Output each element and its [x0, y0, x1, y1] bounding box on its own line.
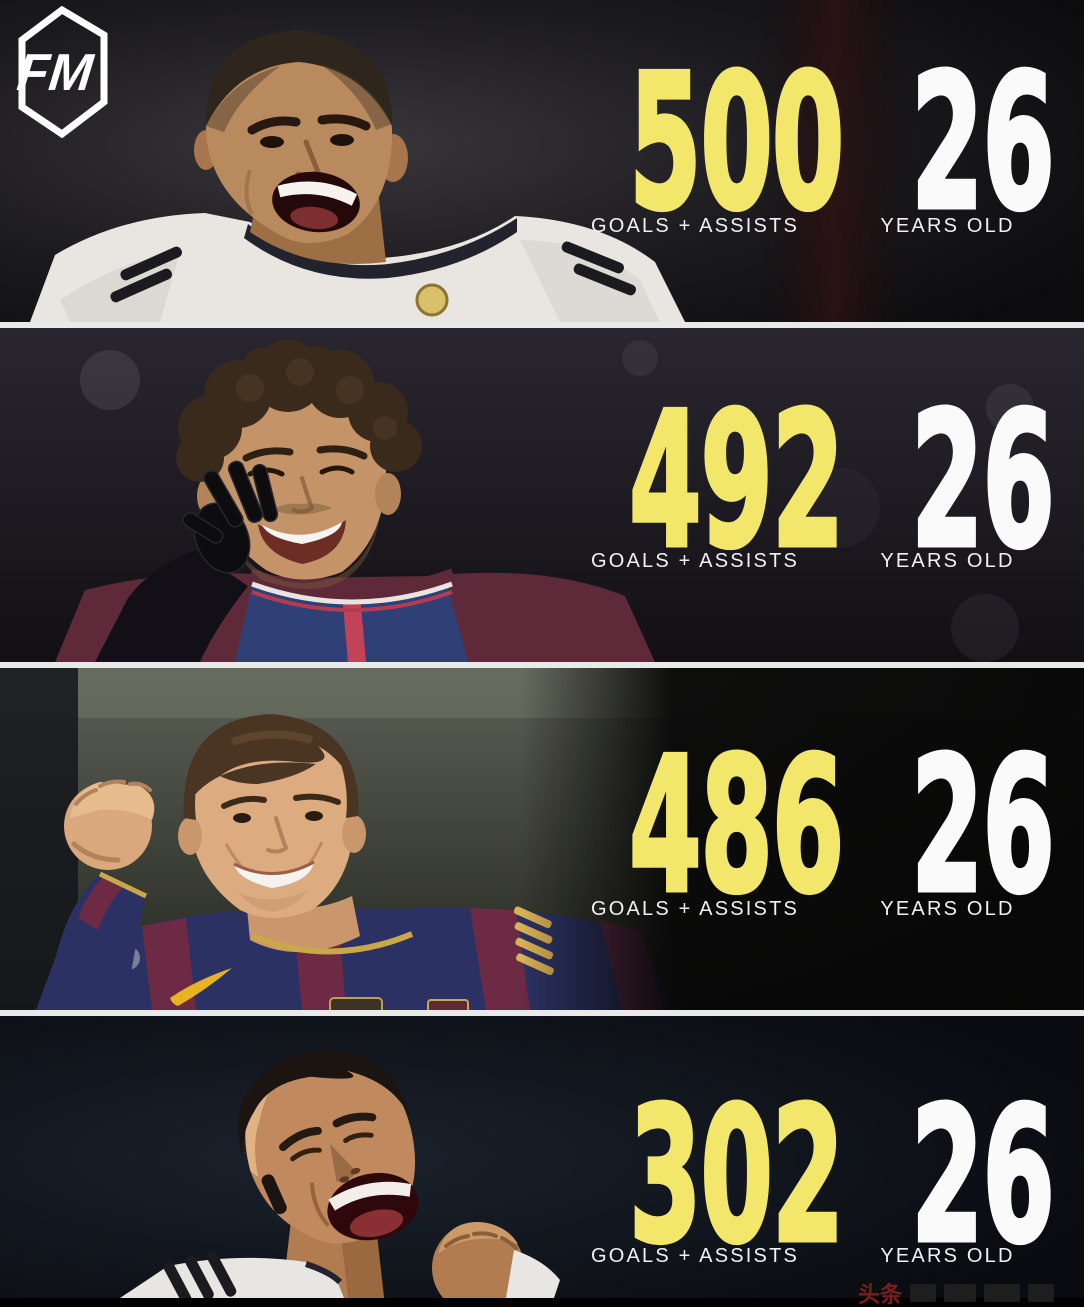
age-label: YEARS OLD [880, 215, 1015, 237]
ronaldo-photo [0, 1016, 1084, 1298]
divider [0, 322, 1084, 328]
neymar-photo [0, 328, 1084, 662]
player-card-neymar: 492 GOALS + ASSISTS 26 YEARS OLD [0, 328, 1084, 662]
watermark-toutiao: 头条 [858, 1282, 1055, 1307]
divider [0, 662, 1084, 668]
neymar-stats: 492 GOALS + ASSISTS 26 YEARS OLD [0, 328, 1084, 662]
age-value: 26 [910, 717, 1057, 934]
mbappe-stats: 500 GOALS + ASSISTS 26 YEARS OLD [0, 0, 1084, 322]
messi-photo [0, 668, 1084, 1010]
goals-assists-label: GOALS + ASSISTS [590, 550, 800, 572]
divider [0, 1010, 1084, 1016]
player-card-ronaldo: 302 GOALS + ASSISTS 26 YEARS OLD [0, 1016, 1084, 1298]
watermark-blur [1028, 1284, 1055, 1302]
watermark-badge: 头条 [858, 1282, 903, 1307]
goals-assists-value: 500 [628, 34, 846, 251]
fm-logo-icon: FM [16, 6, 108, 138]
age-label: YEARS OLD [880, 1245, 1015, 1267]
svg-text:FM: FM [16, 44, 97, 102]
goals-assists-stat: 302 GOALS + ASSISTS [545, 1067, 846, 1284]
age-value: 26 [910, 372, 1057, 589]
goals-assists-value: 492 [628, 372, 846, 589]
goals-assists-value: 486 [628, 717, 846, 934]
goals-assists-label: GOALS + ASSISTS [590, 1245, 800, 1267]
goals-assists-stat: 492 GOALS + ASSISTS [545, 372, 846, 589]
watermark-blur [984, 1284, 1021, 1302]
age-value: 26 [910, 34, 1057, 251]
age-label: YEARS OLD [880, 550, 1015, 572]
age-value: 26 [910, 1067, 1057, 1284]
player-card-messi: 486 GOALS + ASSISTS 26 YEARS OLD [0, 668, 1084, 1010]
age-label: YEARS OLD [880, 898, 1015, 920]
age-stat: 26 YEARS OLD [855, 1080, 1056, 1271]
goals-assists-value: 302 [628, 1067, 846, 1284]
goals-assists-stat: 500 GOALS + ASSISTS [545, 34, 846, 251]
watermark-blur [910, 1284, 937, 1302]
watermark-blur [944, 1284, 977, 1302]
age-stat: 26 YEARS OLD [855, 730, 1056, 921]
age-stat: 26 YEARS OLD [855, 385, 1056, 576]
player-card-mbappe: FM 500 GOALS + ASSISTS 26 YEARS OLD [0, 0, 1084, 322]
goals-assists-stat: 486 GOALS + ASSISTS [545, 717, 846, 934]
age-stat: 26 YEARS OLD [855, 47, 1056, 238]
ronaldo-stats: 302 GOALS + ASSISTS 26 YEARS OLD [0, 1016, 1084, 1298]
goals-assists-label: GOALS + ASSISTS [590, 898, 800, 920]
messi-stats: 486 GOALS + ASSISTS 26 YEARS OLD [0, 668, 1084, 1010]
goals-assists-label: GOALS + ASSISTS [590, 215, 800, 237]
mbappe-photo [0, 0, 1084, 322]
